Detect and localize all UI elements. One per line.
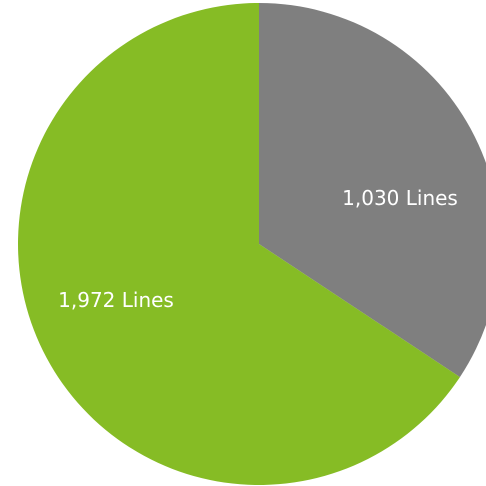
slice-label-grey: 1,030 Lines (342, 186, 458, 210)
pie-slice-green (18, 3, 460, 485)
slice-label-green: 1,972 Lines (58, 288, 174, 312)
pie-labels: 1,030 Lines 1,972 Lines (58, 186, 458, 312)
pie-slices (18, 3, 486, 485)
pie-slice-grey (259, 3, 486, 378)
